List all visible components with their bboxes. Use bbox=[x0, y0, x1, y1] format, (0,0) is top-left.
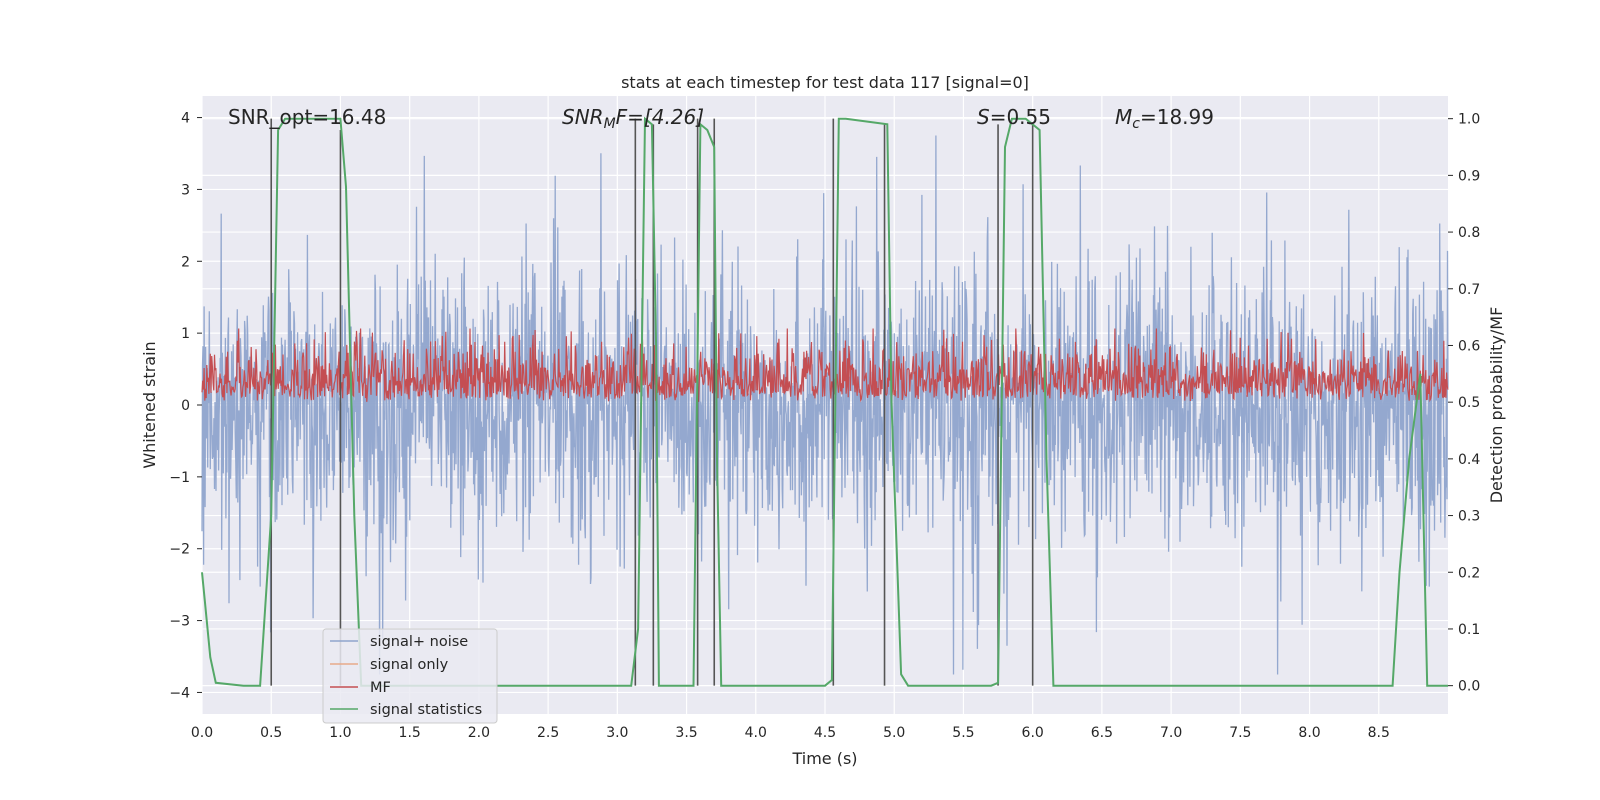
y2-tick-label: 0.8 bbox=[1458, 225, 1480, 241]
annotation-snr-mf: SNRMF=[4.26] bbox=[562, 105, 704, 132]
y-axis-label: Whitened strain bbox=[140, 341, 159, 468]
series-signal-statistics bbox=[201, 116, 1448, 687]
annotation-mc-value: =18.99 bbox=[1140, 105, 1214, 129]
y2-tick-label: 0.3 bbox=[1458, 509, 1480, 525]
annotation-mc-label: M bbox=[1115, 105, 1132, 129]
y2-tick-label: 0.5 bbox=[1458, 395, 1480, 411]
x-tick-label: 3.0 bbox=[606, 725, 628, 741]
x-tick-label: 0.5 bbox=[260, 725, 282, 741]
plot-area bbox=[201, 116, 1449, 687]
y2-tick-label: 0.7 bbox=[1458, 282, 1480, 298]
y-tick-label: 0 bbox=[181, 398, 190, 414]
y-tick-label: −3 bbox=[169, 614, 190, 630]
x-tick-label: 2.0 bbox=[468, 725, 490, 741]
y2-axis-label: Detection probability/MF bbox=[1487, 307, 1506, 504]
series-mf bbox=[201, 328, 1449, 403]
chart-title: stats at each timestep for test data 117… bbox=[621, 73, 1029, 92]
x-tick-label: 7.5 bbox=[1229, 725, 1251, 741]
y-tick-label: −4 bbox=[169, 685, 190, 701]
legend-label-signal-noise: signal+ noise bbox=[370, 634, 468, 650]
signal-statistics-line bbox=[201, 116, 1448, 687]
x-tick-label: 1.5 bbox=[399, 725, 421, 741]
y2-tick-label: 0.0 bbox=[1458, 679, 1480, 695]
y2-tick-label: 0.1 bbox=[1458, 622, 1480, 638]
annotation-s-label: S bbox=[977, 105, 990, 129]
x-tick-label: 3.5 bbox=[675, 725, 697, 741]
y-tick-label: 4 bbox=[181, 111, 190, 127]
annotation-snr-opt: SNR_opt=16.48 bbox=[228, 105, 386, 129]
annotation-snr-mf-sub: M bbox=[604, 116, 616, 132]
x-tick-label: 4.0 bbox=[745, 725, 767, 741]
legend: signal+ noise signal only MF signal stat… bbox=[322, 628, 498, 724]
x-tick-label: 5.0 bbox=[883, 725, 905, 741]
x-tick-label: 6.5 bbox=[1091, 725, 1113, 741]
y-tick-label: −1 bbox=[169, 470, 190, 486]
y2-tick-label: 0.9 bbox=[1458, 168, 1480, 184]
y2-tick-label: 0.4 bbox=[1458, 452, 1480, 468]
legend-label-signal-statistics: signal statistics bbox=[370, 702, 482, 718]
y-tick-label: −2 bbox=[169, 542, 190, 558]
x-axis-label: Time (s) bbox=[791, 749, 857, 768]
y2-tick-label: 0.2 bbox=[1458, 565, 1480, 581]
x-tick-label: 5.5 bbox=[952, 725, 974, 741]
x-tick-label: 7.0 bbox=[1160, 725, 1182, 741]
x-tick-label: 8.5 bbox=[1368, 725, 1390, 741]
x-tick-label: 4.5 bbox=[814, 725, 836, 741]
legend-box bbox=[322, 628, 498, 724]
x-tick-label: 0.0 bbox=[191, 725, 213, 741]
legend-label-signal-only: signal only bbox=[370, 657, 449, 673]
mf-line bbox=[201, 328, 1449, 403]
annotation-mc-sub: c bbox=[1132, 116, 1140, 132]
annotation-snr-mf-rest: F=[4.26] bbox=[616, 105, 704, 129]
legend-label-mf: MF bbox=[370, 680, 391, 696]
annotation-snr-mf-label: SNR bbox=[562, 105, 604, 129]
annotation-mc: Mc=18.99 bbox=[1115, 105, 1214, 132]
y-tick-label: 2 bbox=[181, 254, 190, 270]
y-tick-label: 3 bbox=[181, 182, 190, 198]
y2-tick-label: 1.0 bbox=[1458, 112, 1480, 128]
x-tick-label: 6.0 bbox=[1022, 725, 1044, 741]
y-tick-label: 1 bbox=[181, 326, 190, 342]
annotation-s: S=0.55 bbox=[977, 105, 1051, 129]
x-tick-label: 1.0 bbox=[329, 725, 351, 741]
x-tick-label: 2.5 bbox=[537, 725, 559, 741]
annotation-s-value: =0.55 bbox=[990, 105, 1051, 129]
axis-ticks: 0.0 0.5 1.0 1.5 2.0 2.5 3.0 3.5 4.0 4.5 5.0 5.5 6.0 6… bbox=[169, 111, 1480, 741]
x-tick-label: 8.0 bbox=[1298, 725, 1320, 741]
y2-tick-label: 0.6 bbox=[1458, 338, 1480, 354]
